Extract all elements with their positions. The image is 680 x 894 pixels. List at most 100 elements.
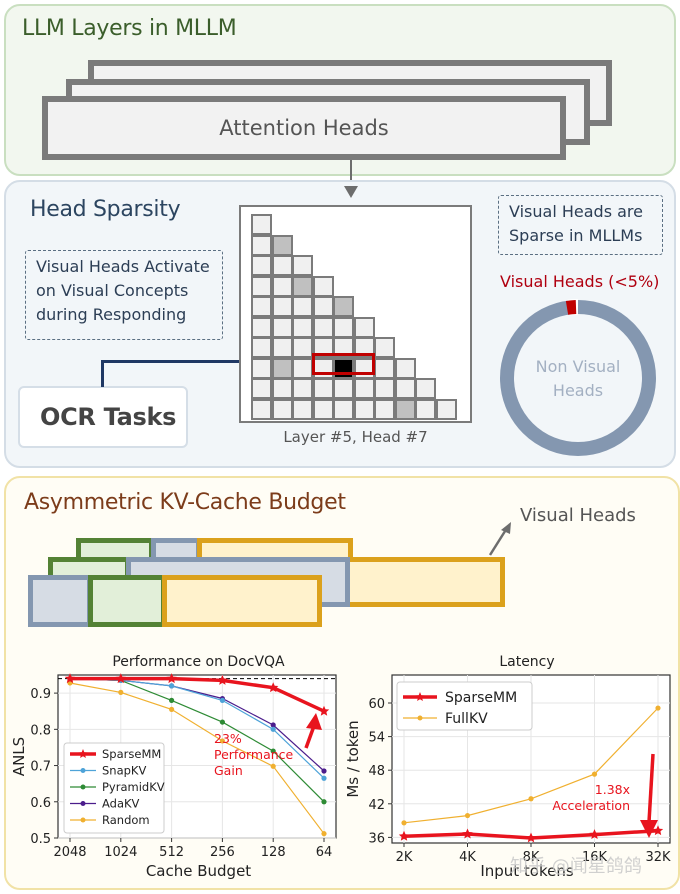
svg-text:2K: 2K (396, 850, 413, 865)
svg-text:PyramidKV: PyramidKV (102, 780, 165, 794)
grid-cell (353, 316, 375, 338)
donut-center-line: Heads (553, 381, 603, 400)
grid-cell (251, 296, 272, 317)
kv-block-blue (28, 575, 92, 627)
svg-text:256: 256 (210, 845, 235, 860)
svg-text:0.7: 0.7 (30, 760, 51, 775)
svg-text:Acceleration: Acceleration (552, 798, 630, 813)
grid-cell (271, 316, 293, 338)
svg-text:1.38x: 1.38x (595, 782, 630, 797)
grid-cell (333, 378, 354, 399)
sparse-note: Visual Heads are Sparse in MLLMs (498, 195, 663, 255)
svg-text:SparseMM: SparseMM (102, 747, 161, 761)
latency-chart-title: Latency (499, 654, 555, 670)
svg-text:48: 48 (368, 764, 385, 779)
donut-center-line: Non Visual (536, 357, 621, 376)
grid-cell (271, 275, 293, 297)
grid-cell (292, 275, 313, 297)
svg-text:42: 42 (368, 798, 385, 813)
ocr-tasks-box: OCR Tasks (18, 386, 188, 448)
grid-cell (333, 337, 354, 358)
svg-text:32K: 32K (645, 850, 671, 865)
latency-chart: 36 42 48 54 60 2K 4K 8K 16K 32K Ms / token SparseMM… (344, 674, 671, 865)
grid-caption: Layer #5, Head #7 (283, 428, 428, 446)
grid-cell (292, 296, 313, 317)
visual-heads-label: Visual Heads (520, 505, 636, 526)
grid-cell (271, 234, 293, 256)
docvqa-xlabel: Cache Budget (145, 862, 252, 880)
svg-text:Gain: Gain (214, 763, 243, 778)
svg-text:0.8: 0.8 (30, 723, 51, 738)
grid-cell (312, 378, 334, 399)
svg-text:ANLS: ANLS (10, 737, 28, 776)
svg-text:54: 54 (368, 731, 385, 746)
kv-block-orange-visual (345, 557, 505, 607)
grid-cell (374, 337, 395, 358)
svg-text:SnapKV: SnapKV (102, 764, 146, 778)
grid-cell (251, 214, 272, 235)
latency-xlabel: Input tokens (480, 862, 574, 880)
svg-text:64: 64 (316, 845, 333, 860)
grid-cell (353, 378, 375, 399)
grid-cell (374, 357, 395, 379)
grid-cell (251, 316, 272, 338)
grid-cell (312, 398, 334, 420)
down-connector (350, 160, 352, 188)
grid-cell (312, 296, 334, 317)
grid-cell (374, 378, 395, 399)
grid-cell (271, 296, 293, 317)
svg-text:23%: 23% (214, 731, 242, 746)
svg-text:Performance: Performance (214, 747, 294, 762)
grid-cell (394, 398, 416, 420)
attention-heads-layer: Attention Heads (42, 96, 566, 160)
svg-text:0.9: 0.9 (30, 687, 51, 702)
grid-cell (292, 316, 313, 338)
grid-cell (251, 275, 272, 297)
activate-note-line: on Visual Concepts (36, 281, 189, 300)
grid-cell (312, 316, 334, 338)
svg-text:36: 36 (368, 831, 385, 846)
grid-cell (271, 357, 293, 379)
grid-cell (271, 255, 293, 276)
docvqa-chart-title: Performance on DocVQA (112, 654, 285, 670)
grid-cell (415, 398, 436, 420)
grid-cell (333, 316, 354, 338)
grid-cell (374, 398, 395, 420)
grid-cell (251, 398, 272, 420)
svg-text:2048: 2048 (53, 845, 86, 860)
svg-text:128: 128 (261, 845, 286, 860)
svg-text:8K: 8K (523, 850, 540, 865)
kv-block-orange (162, 575, 322, 627)
grid-cell (333, 296, 354, 317)
grid-cell (271, 378, 293, 399)
docvqa-chart: 0.5 0.6 0.7 0.8 0.9 2048 1024 512 256 128 64 ANLS Sp… (10, 673, 337, 860)
visual-heads-share-label: Visual Heads (<5%) (500, 272, 660, 291)
sparse-note-line: Visual Heads are (509, 202, 643, 221)
svg-text:SparseMM: SparseMM (445, 690, 517, 706)
head-sparsity-title: Head Sparsity (30, 197, 181, 222)
grid-cell (271, 337, 293, 358)
grid-cell (292, 255, 313, 276)
activate-note: Visual Heads Activate on Visual Concepts… (25, 250, 223, 340)
sparse-note-line: Sparse in MLLMs (509, 226, 643, 245)
grid-cell (292, 357, 313, 379)
attention-heads-label: Attention Heads (219, 116, 389, 140)
grid-cell (435, 398, 457, 420)
svg-text:Ms / token: Ms / token (344, 720, 362, 797)
activate-note-line: during Responding (36, 305, 187, 324)
grid-cell (312, 337, 334, 358)
svg-text:4K: 4K (459, 850, 476, 865)
grid-cell (271, 398, 293, 420)
llm-layers-title: LLM Layers in MLLM (22, 16, 237, 41)
svg-text:AdaKV: AdaKV (102, 797, 140, 811)
grid-cell (292, 398, 313, 420)
grid-cell (251, 234, 272, 256)
visual-heads-pointer-icon (488, 522, 511, 556)
ocr-connector-vertical (101, 360, 104, 387)
activate-note-line: Visual Heads Activate (36, 257, 210, 276)
grid-cell (353, 398, 375, 420)
down-arrow-tip-icon (344, 186, 358, 198)
svg-text:60: 60 (368, 697, 385, 712)
grid-cell (251, 357, 272, 379)
grid-cell (292, 337, 313, 358)
